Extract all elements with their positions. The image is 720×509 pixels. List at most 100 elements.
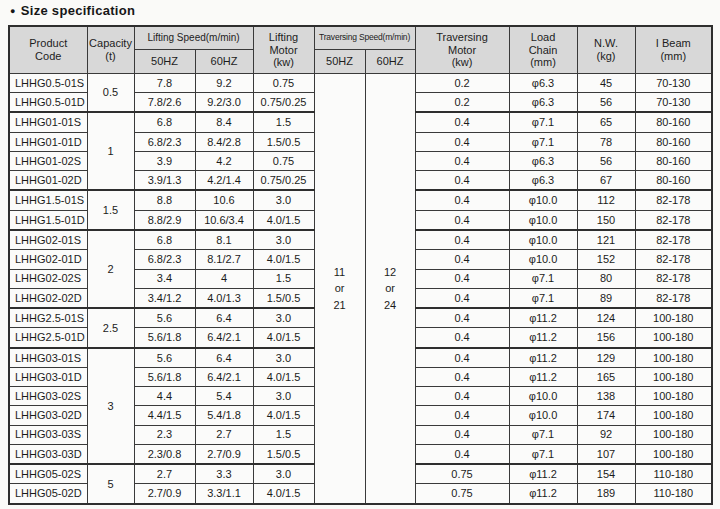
lifting-speed-60hz-cell: 2.7/0.9 [195,444,253,464]
traversing-motor-cell: 0.4 [415,190,509,210]
nw-cell: 107 [577,444,635,464]
nw-cell: 89 [577,288,635,308]
traversing-motor-cell: 0.2 [415,93,509,113]
col-header-lifting-60hz: 60HZ [195,50,253,74]
ibeam-cell: 80-160 [635,171,712,191]
lifting-motor-cell: 4.0/1.5 [253,484,314,504]
lifting-speed-60hz-cell: 2.7 [195,425,253,444]
product-code-cell: LHHG03-02D [9,406,87,425]
product-code-cell: LHHG0.5-01S [9,74,87,93]
col-header-nw: N.W. (kg) [577,26,635,74]
lifting-speed-50hz-cell: 5.6 [134,348,195,368]
lifting-speed-60hz-cell: 4.2 [195,151,253,170]
traversing-speed-50hz-cell: 11 or 21 [314,74,365,505]
lifting-speed-50hz-cell: 8.8/2.9 [134,210,195,230]
product-code-cell: LHHG02-02D [9,288,87,308]
lifting-speed-50hz-cell: 2.7 [134,464,195,484]
traversing-motor-cell: 0.4 [415,210,509,230]
col-header-traversing-speed: Traversing Speed(m/min) [314,26,415,50]
nw-cell: 67 [577,171,635,191]
traversing-motor-cell: 0.4 [415,387,509,406]
lifting-speed-50hz-cell: 3.9/1.3 [134,171,195,191]
col-header-product-code: Product Code [9,26,87,74]
lifting-speed-50hz-cell: 3.4/1.2 [134,288,195,308]
ibeam-cell: 82-178 [635,190,712,210]
load-chain-cell: φ11.2 [509,484,577,504]
product-code-cell: LHHG05-02D [9,484,87,504]
lifting-motor-cell: 4.0/1.5 [253,250,314,269]
lifting-speed-50hz-cell: 7.8 [134,74,195,93]
load-chain-cell: φ11.2 [509,328,577,348]
product-code-cell: LHHG2.5-01D [9,328,87,348]
lifting-speed-50hz-cell: 2.3/0.8 [134,444,195,464]
load-chain-cell: φ7.1 [509,425,577,444]
nw-cell: 80 [577,269,635,288]
lifting-motor-cell: 0.75 [253,151,314,170]
load-chain-cell: φ7.1 [509,269,577,288]
traversing-motor-cell: 0.4 [415,112,509,132]
ibeam-cell: 70-130 [635,93,712,113]
product-code-cell: LHHG0.5-01D [9,93,87,113]
lifting-speed-50hz-cell: 6.8 [134,230,195,250]
lifting-motor-cell: 4.0/1.5 [253,406,314,425]
ibeam-cell: 80-160 [635,132,712,151]
product-code-cell: LHHG1.5-01D [9,210,87,230]
nw-cell: 112 [577,190,635,210]
product-code-cell: LHHG01-01S [9,112,87,132]
nw-cell: 65 [577,112,635,132]
load-chain-cell: φ7.1 [509,132,577,151]
load-chain-cell: φ11.2 [509,308,577,328]
traversing-motor-cell: 0.4 [415,348,509,368]
lifting-motor-cell: 4.0/1.5 [253,328,314,348]
table-header: Product Code Capacity (t) Lifting Speed(… [9,26,712,74]
product-code-cell: LHHG01-02D [9,171,87,191]
ibeam-cell: 100-180 [635,406,712,425]
traversing-motor-cell: 0.4 [415,151,509,170]
lifting-speed-60hz-cell: 9.2/3.0 [195,93,253,113]
nw-cell: 189 [577,484,635,504]
lifting-speed-60hz-cell: 5.4/1.8 [195,406,253,425]
traversing-motor-cell: 0.4 [415,250,509,269]
lifting-motor-cell: 0.75/0.25 [253,171,314,191]
lifting-speed-60hz-cell: 4 [195,269,253,288]
product-code-cell: LHHG02-02S [9,269,87,288]
col-header-traversing-60hz: 60HZ [365,50,415,74]
ibeam-cell: 80-160 [635,112,712,132]
product-code-cell: LHHG02-01D [9,250,87,269]
lifting-motor-cell: 1.5 [253,425,314,444]
lifting-speed-50hz-cell: 5.6/1.8 [134,328,195,348]
nw-cell: 174 [577,406,635,425]
lifting-speed-60hz-cell: 3.3 [195,464,253,484]
nw-cell: 78 [577,132,635,151]
nw-cell: 56 [577,151,635,170]
product-code-cell: LHHG02-01S [9,230,87,250]
load-chain-cell: φ7.1 [509,444,577,464]
lifting-speed-50hz-cell: 6.8/2.3 [134,250,195,269]
load-chain-cell: φ10.0 [509,190,577,210]
capacity-cell: 2 [87,230,134,308]
spec-table-body: LHHG0.5-01S0.57.89.20.7511 or 2112 or 24… [9,74,712,505]
col-header-traversing-motor: Traversing Motor (kw) [415,26,509,74]
lifting-speed-50hz-cell: 5.6/1.8 [134,368,195,387]
table-row: LHHG0.5-01S0.57.89.20.7511 or 2112 or 24… [9,74,712,93]
nw-cell: 56 [577,93,635,113]
lifting-motor-cell: 1.5/0.5 [253,288,314,308]
lifting-speed-50hz-cell: 5.6 [134,308,195,328]
product-code-cell: LHHG2.5-01S [9,308,87,328]
size-specification-table: Product Code Capacity (t) Lifting Speed(… [8,25,713,505]
traversing-motor-cell: 0.4 [415,444,509,464]
header-row-1: Product Code Capacity (t) Lifting Speed(… [9,26,712,50]
load-chain-cell: φ7.1 [509,288,577,308]
lifting-motor-cell: 4.0/1.5 [253,210,314,230]
lifting-motor-cell: 1.5/0.5 [253,132,314,151]
product-code-cell: LHHG03-02S [9,387,87,406]
col-header-load-chain: Load Chain (mm) [509,26,577,74]
lifting-speed-60hz-cell: 8.4 [195,112,253,132]
product-code-cell: LHHG03-01S [9,348,87,368]
ibeam-cell: 82-178 [635,250,712,269]
lifting-motor-cell: 3.0 [253,190,314,210]
lifting-speed-60hz-cell: 5.4 [195,387,253,406]
load-chain-cell: φ11.2 [509,368,577,387]
bullet-icon: ● [10,6,16,16]
nw-cell: 92 [577,425,635,444]
